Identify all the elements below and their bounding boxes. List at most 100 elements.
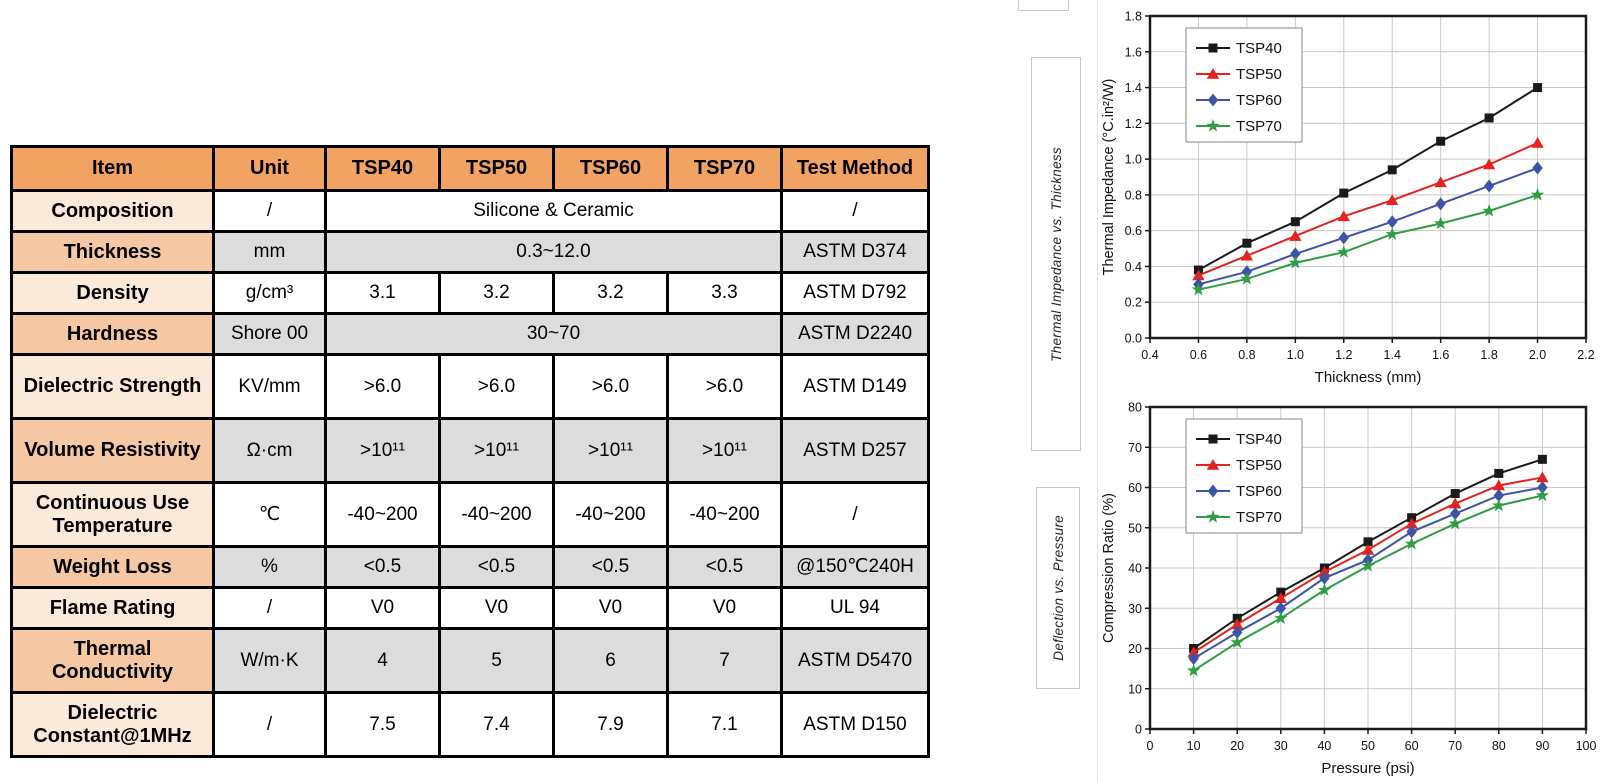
svg-text:0: 0 [1135, 723, 1142, 737]
item-cell: Density [10, 271, 215, 315]
svg-text:100: 100 [1576, 739, 1597, 753]
unit-cell: % [212, 545, 327, 589]
legend: TSP40 TSP50 TSP60 TSP70 [1185, 27, 1303, 143]
unit-cell: g/cm³ [212, 271, 327, 315]
column-header-item: Item [10, 145, 215, 192]
value-cell: 6 [552, 627, 669, 694]
value-cell: -40~200 [552, 481, 669, 548]
column-header-tsp40: TSP40 [324, 145, 441, 192]
series-TSP70 [1191, 187, 1545, 296]
unit-cell: mm [212, 230, 327, 274]
method-cell: ASTM D5470 [780, 627, 930, 694]
value-cell: <0.5 [438, 545, 555, 589]
value-cell: -40~200 [666, 481, 783, 548]
value-cell: 4 [324, 627, 441, 694]
spec-table: Item Unit TSP40 TSP50 TSP60 TSP70 Test M… [10, 145, 930, 758]
svg-text:0.2: 0.2 [1125, 296, 1142, 310]
value-cell: >10¹¹ [438, 417, 555, 484]
table-row: Continuous Use Temperature ℃ -40~200 -40… [10, 481, 930, 548]
series-TSP50 [1192, 137, 1544, 281]
svg-text:0: 0 [1147, 739, 1154, 753]
svg-text:10: 10 [1128, 682, 1142, 696]
legend: TSP40 TSP50 TSP60 TSP70 [1185, 418, 1303, 534]
item-cell: Volume Resistivity [10, 417, 215, 484]
item-cell: Dielectric Constant@1MHz [10, 691, 215, 758]
series-TSP50 [1187, 471, 1549, 658]
svg-text:20: 20 [1230, 739, 1244, 753]
svg-text:40: 40 [1317, 739, 1331, 753]
table-row: Thermal Conductivity W/m·K 4 5 6 7 ASTM … [10, 627, 930, 694]
item-cell: Continuous Use Temperature [10, 481, 215, 548]
item-cell: Thickness [10, 230, 215, 274]
svg-text:1.0: 1.0 [1125, 153, 1142, 167]
column-header-tsp60: TSP60 [552, 145, 669, 192]
table-row: Weight Loss % <0.5 <0.5 <0.5 <0.5 @150℃2… [10, 545, 930, 589]
svg-text:1.2: 1.2 [1335, 348, 1352, 362]
value-cell: 7.5 [324, 691, 441, 758]
value-cell: 0.3~12.0 [324, 230, 783, 274]
legend-label-TSP70: TSP70 [1236, 509, 1282, 526]
method-cell: ASTM D2240 [780, 312, 930, 356]
legend-label-TSP40: TSP40 [1236, 40, 1282, 57]
svg-text:30: 30 [1128, 602, 1142, 616]
svg-text:70: 70 [1128, 441, 1142, 455]
table-row: Flame Rating / V0 V0 V0 V0 UL 94 [10, 586, 930, 630]
unit-cell: W/m·K [212, 627, 327, 694]
svg-text:1.8: 1.8 [1125, 10, 1142, 24]
svg-text:0.4: 0.4 [1141, 348, 1158, 362]
value-cell: <0.5 [666, 545, 783, 589]
svg-text:70: 70 [1448, 739, 1462, 753]
method-cell: ASTM D792 [780, 271, 930, 315]
method-cell: UL 94 [780, 586, 930, 630]
svg-text:1.2: 1.2 [1125, 117, 1142, 131]
value-cell: -40~200 [438, 481, 555, 548]
value-cell: 3.2 [552, 271, 669, 315]
svg-text:50: 50 [1128, 521, 1142, 535]
chart-side-caption-text: Thermal Impedance vs. Thickness [1048, 146, 1064, 362]
method-cell: @150℃240H [780, 545, 930, 589]
value-cell: 7.9 [552, 691, 669, 758]
method-cell: ASTM D257 [780, 417, 930, 484]
value-cell: 7.4 [438, 691, 555, 758]
svg-text:0.4: 0.4 [1125, 260, 1142, 274]
value-cell: >6.0 [666, 353, 783, 420]
svg-text:2.0: 2.0 [1529, 348, 1546, 362]
value-cell: 3.3 [666, 271, 783, 315]
value-cell: >10¹¹ [666, 417, 783, 484]
unit-cell: / [212, 691, 327, 758]
svg-text:50: 50 [1361, 739, 1375, 753]
series-TSP70 [1186, 488, 1550, 677]
value-cell: >10¹¹ [552, 417, 669, 484]
value-cell: <0.5 [324, 545, 441, 589]
axes: 0.4 0.6 0.8 1.0 1.2 1.4 1.6 1.8 2.0 2.2 0.0 0.2 0.4 0… [1125, 10, 1595, 363]
item-cell: Flame Rating [10, 586, 215, 630]
unit-cell: / [212, 189, 327, 233]
table-row: Composition / Silicone & Ceramic / [10, 189, 930, 233]
unit-cell: Ω·cm [212, 417, 327, 484]
chart-side-caption-thermal-impedance: Thermal Impedance vs. Thickness [1031, 57, 1081, 451]
y-axis-label: Thermal Impedance (°C.in²/W) [1101, 79, 1117, 276]
table-row: Hardness Shore 00 30~70 ASTM D2240 [10, 312, 930, 356]
table-header-row: Item Unit TSP40 TSP50 TSP60 TSP70 Test M… [10, 145, 930, 192]
column-header-tsp70: TSP70 [666, 145, 783, 192]
spec-table-container: Item Unit TSP40 TSP50 TSP60 TSP70 Test M… [10, 145, 930, 758]
x-axis-label: Pressure (psi) [1321, 760, 1414, 777]
svg-text:1.6: 1.6 [1125, 45, 1142, 59]
svg-text:80: 80 [1128, 401, 1142, 415]
value-cell: >10¹¹ [324, 417, 441, 484]
svg-text:10: 10 [1187, 739, 1201, 753]
legend-label-TSP50: TSP50 [1236, 457, 1282, 474]
svg-text:1.0: 1.0 [1287, 348, 1304, 362]
unit-cell: / [212, 586, 327, 630]
table-row: Dielectric Constant@1MHz / 7.5 7.4 7.9 7… [10, 691, 930, 758]
item-cell: Dielectric Strength [10, 353, 215, 420]
legend-label-TSP40: TSP40 [1236, 431, 1282, 448]
svg-text:90: 90 [1535, 739, 1549, 753]
value-cell: V0 [666, 586, 783, 630]
table-row: Thickness mm 0.3~12.0 ASTM D374 [10, 230, 930, 274]
method-cell: ASTM D149 [780, 353, 930, 420]
chart-side-caption-deflection: Deflection vs. Pressure [1036, 487, 1080, 689]
unit-cell: ℃ [212, 481, 327, 548]
value-cell: V0 [552, 586, 669, 630]
value-cell: V0 [438, 586, 555, 630]
